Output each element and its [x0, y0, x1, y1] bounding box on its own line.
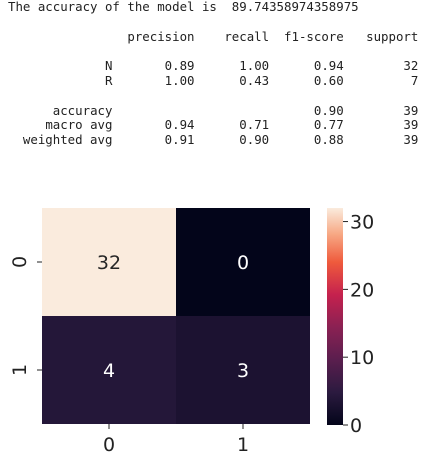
report-cell: 0.43: [239, 72, 270, 88]
colorbar-gradient: [327, 208, 343, 425]
report-cell: 0.60: [313, 72, 344, 88]
report-row-label: R: [104, 72, 113, 88]
report-cell: 0.91: [164, 132, 195, 148]
report-cell: 1.00: [164, 72, 195, 88]
report-column-header: support: [366, 28, 419, 44]
report-row-label: N: [104, 58, 113, 74]
heatmap-cell: [42, 208, 176, 316]
report-column-header: precision: [127, 28, 195, 44]
report-cell: 0.88: [313, 132, 344, 148]
accuracy-line: The accuracy of the model is 89.74358974…: [8, 0, 359, 14]
report-row-label: macro avg: [45, 117, 113, 133]
colorbar-tick-label: 20: [350, 279, 374, 301]
colorbar-tick-label: 30: [350, 212, 374, 234]
report-cell: 0.90: [313, 102, 344, 118]
report-cell: 32: [403, 58, 419, 74]
heatmap-cell-labels: 32 0 4 3: [97, 252, 249, 382]
report-cell: 0.94: [313, 58, 344, 74]
heatmap-cell: [176, 316, 310, 424]
report-cell: 0.89: [164, 58, 195, 74]
heatmap-cells: [42, 208, 310, 424]
heatmap-cell-value: 3: [237, 360, 249, 382]
report-cell: 1.00: [239, 58, 270, 74]
heatmap-cell: [42, 316, 176, 424]
heatmap-cell-value: 32: [97, 252, 121, 274]
report-cell: 39: [403, 117, 419, 133]
y-tick-label: 0: [9, 256, 31, 268]
x-tick-label: 0: [103, 434, 115, 456]
report-row-label: accuracy: [52, 102, 113, 118]
report-row-label: weighted avg: [22, 132, 113, 148]
report-cell: 39: [403, 132, 419, 148]
heatmap-cell-value: 4: [103, 360, 115, 382]
y-axis: 01: [9, 256, 42, 376]
report-cell: 0.71: [239, 117, 270, 133]
colorbar-tick-label: 0: [350, 415, 362, 437]
x-tick-label: 1: [237, 434, 249, 456]
report-column-header: recall: [224, 28, 270, 44]
report-cell: 0.77: [313, 117, 344, 133]
y-tick-label: 1: [9, 364, 31, 376]
classification-output: The accuracy of the model is 89.74358974…: [8, 0, 418, 148]
report-cell: 0.94: [164, 117, 195, 133]
classification-report: precision recall f1-score support N 0.89…: [8, 29, 418, 148]
colorbar: 0 10 20 30: [327, 208, 374, 437]
heatmap-cell-value: 0: [237, 252, 249, 274]
colorbar-tick-label: 10: [350, 347, 374, 369]
report-cell: 0.90: [239, 132, 270, 148]
report-cell: 39: [403, 102, 419, 118]
report-column-header: f1-score: [284, 28, 344, 44]
heatmap-cell: [176, 208, 310, 316]
report-cell: 7: [410, 72, 419, 88]
